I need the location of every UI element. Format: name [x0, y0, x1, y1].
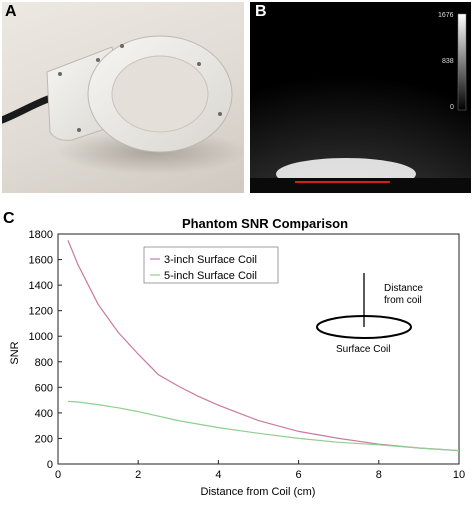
- panel-label-b: B: [255, 3, 267, 20]
- mri-image: B 1676 838 0: [250, 2, 471, 193]
- x-tick-label: 0: [55, 469, 61, 481]
- x-tick-label: 8: [376, 469, 382, 481]
- mri-signal-drawing: [250, 2, 471, 193]
- x-axis-label: Distance from Coil (cm): [201, 486, 316, 498]
- surface-coil-label: Surface Coil: [336, 344, 390, 355]
- snr-chart: Phantom SNR Comparison 0 200 400 600 800 1000…: [9, 216, 465, 498]
- chart-title: Phantom SNR Comparison: [182, 216, 348, 231]
- distance-label-line1: Distance: [384, 283, 423, 294]
- x-tick-label: 4: [215, 469, 221, 481]
- colorbar: [457, 13, 467, 111]
- panel-label-a: A: [5, 3, 17, 20]
- series-line-3inch: [67, 240, 460, 452]
- snr-chart-panel: C Phantom SNR Comparison 0 200 400 600 800 10…: [0, 203, 473, 500]
- legend: 3-inch Surface Coil 5-inch Surface Coil: [143, 246, 279, 284]
- coil-photo-drawing: [2, 35, 244, 174]
- y-tick-label: 1400: [29, 280, 53, 292]
- colorbar-min-label: 0: [450, 104, 454, 111]
- y-tick-label: 1000: [29, 331, 53, 343]
- y-tick-label: 800: [35, 357, 53, 369]
- legend-label-3inch: 3-inch Surface Coil: [164, 254, 257, 266]
- y-axis-label: SNR: [9, 341, 21, 364]
- y-tick-label: 1800: [29, 229, 53, 241]
- surface-coil-ellipse: [316, 315, 412, 339]
- y-tick-label: 400: [35, 408, 53, 420]
- colorbar-mid-label: 838: [442, 58, 454, 65]
- coil-inset-diagram: Distance from coil Surface Coil: [316, 273, 423, 355]
- x-tick-label: 2: [135, 469, 141, 481]
- y-tick-label: 600: [35, 382, 53, 394]
- distance-label-line2: from coil: [384, 295, 422, 306]
- y-tick-label: 0: [47, 459, 53, 471]
- legend-label-5inch: 5-inch Surface Coil: [164, 270, 257, 282]
- series-line-5inch: [67, 400, 460, 452]
- colorbar-max-label: 1676: [438, 12, 454, 19]
- y-tick-label: 200: [35, 433, 53, 445]
- x-tick-label: 6: [296, 469, 302, 481]
- y-tick-label: 1600: [29, 255, 53, 267]
- x-tick-label: 10: [453, 469, 465, 481]
- coil-photo: A: [2, 2, 244, 193]
- panel-label-c: C: [3, 210, 15, 227]
- y-tick-label: 1200: [29, 306, 53, 318]
